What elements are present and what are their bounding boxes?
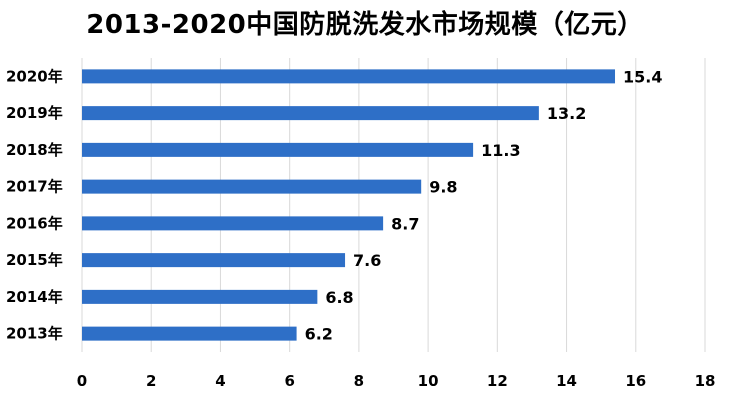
- category-label: 2020年: [6, 67, 63, 85]
- chart-title: 2013-2020中国防脱洗发水市场规模（亿元）: [86, 10, 644, 40]
- data-label-2016年: 8.7: [391, 214, 419, 233]
- bar-2018年: [82, 142, 474, 157]
- category-label: 2019年: [6, 104, 63, 122]
- data-label-2013年: 6.2: [305, 325, 333, 344]
- data-label-2018年: 11.3: [481, 141, 520, 160]
- category-label: 2017年: [6, 178, 63, 196]
- x-tick-label: 2: [146, 372, 156, 390]
- x-tick-label: 16: [625, 372, 646, 390]
- data-label-2017年: 9.8: [429, 178, 457, 197]
- bar-2013年: [82, 326, 297, 341]
- bar-2019年: [82, 106, 539, 121]
- x-tick-label: 10: [418, 372, 439, 390]
- bar-2015年: [82, 253, 346, 268]
- category-label: 2014年: [6, 288, 63, 306]
- data-label-2014年: 6.8: [325, 288, 353, 307]
- category-label: 2013年: [6, 325, 63, 343]
- x-tick-label: 8: [354, 372, 364, 390]
- bar-2020年: [82, 69, 616, 84]
- data-label-2020年: 15.4: [623, 67, 662, 86]
- x-tick-label: 14: [556, 372, 577, 390]
- bar-2016年: [82, 216, 384, 231]
- bar-2014年: [82, 289, 318, 304]
- x-tick-label: 0: [77, 372, 87, 390]
- data-label-2019年: 13.2: [547, 104, 586, 123]
- x-tick-label: 18: [695, 372, 716, 390]
- x-tick-label: 6: [284, 372, 294, 390]
- bar-2017年: [82, 179, 422, 194]
- x-tick-label: 4: [215, 372, 225, 390]
- data-label-2015年: 7.6: [353, 251, 381, 270]
- category-label: 2016年: [6, 214, 63, 232]
- category-label: 2018年: [6, 141, 63, 159]
- x-tick-label: 12: [487, 372, 508, 390]
- category-label: 2015年: [6, 251, 63, 269]
